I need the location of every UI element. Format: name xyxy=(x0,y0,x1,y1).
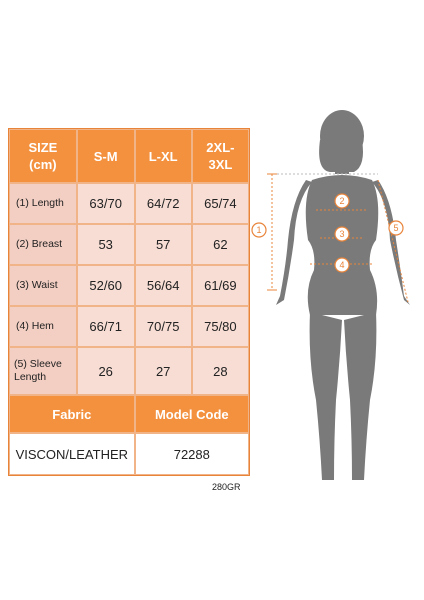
cell-value: 65/74 xyxy=(191,183,249,224)
svg-text:1: 1 xyxy=(256,225,261,235)
marker-3: 3 xyxy=(334,226,350,242)
cell-value: 70/75 xyxy=(134,306,192,347)
marker-4: 4 xyxy=(334,257,350,273)
fabric-header: Fabric xyxy=(9,395,135,433)
cell-value: 26 xyxy=(76,347,135,395)
size-chart-table: SIZE (cm) S-M L-XL 2XL- 3XL (1) Length 6… xyxy=(8,128,250,476)
marker-2: 2 xyxy=(334,193,350,209)
row-label: (5) Sleeve Length xyxy=(9,347,77,395)
cell-value: 53 xyxy=(76,224,135,265)
cell-value: 61/69 xyxy=(191,265,249,306)
header-l-xl: L-XL xyxy=(134,129,192,183)
cell-value: 57 xyxy=(134,224,192,265)
row-label: (4) Hem xyxy=(9,306,77,347)
info-header-row: Fabric Model Code xyxy=(9,395,249,433)
marker-1: 1 xyxy=(251,222,267,238)
row-length: (1) Length 63/70 64/72 65/74 xyxy=(9,183,249,224)
cell-value: 52/60 xyxy=(76,265,135,306)
cell-value: 27 xyxy=(134,347,192,395)
body-measurement-figure: 1 2 3 4 5 xyxy=(251,110,410,480)
cell-value: 62 xyxy=(191,224,249,265)
row-sleeve-length: (5) Sleeve Length 26 27 28 xyxy=(9,347,249,395)
cell-value: 56/64 xyxy=(134,265,192,306)
woman-silhouette xyxy=(276,110,410,480)
cell-value: 66/71 xyxy=(76,306,135,347)
svg-text:2: 2 xyxy=(339,196,344,206)
cell-value: 28 xyxy=(191,347,249,395)
marker-5: 5 xyxy=(388,220,404,236)
model-code-value: 72288 xyxy=(134,433,249,475)
svg-text:4: 4 xyxy=(339,260,344,270)
row-hem: (4) Hem 66/71 70/75 75/80 xyxy=(9,306,249,347)
svg-text:5: 5 xyxy=(393,223,398,233)
row-label: (3) Waist xyxy=(9,265,77,306)
fabric-value: VISCON/LEATHER xyxy=(9,433,135,475)
size-chart-header-row: SIZE (cm) S-M L-XL 2XL- 3XL xyxy=(9,129,249,183)
row-label: (2) Breast xyxy=(9,224,77,265)
cell-value: 64/72 xyxy=(134,183,192,224)
row-label: (1) Length xyxy=(9,183,77,224)
header-s-m: S-M xyxy=(76,129,135,183)
row-waist: (3) Waist 52/60 56/64 61/69 xyxy=(9,265,249,306)
row-breast: (2) Breast 53 57 62 xyxy=(9,224,249,265)
weight-label: 280GR xyxy=(212,482,241,492)
model-code-header: Model Code xyxy=(134,395,249,433)
svg-text:3: 3 xyxy=(339,229,344,239)
header-size: SIZE (cm) xyxy=(9,129,77,183)
cell-value: 75/80 xyxy=(191,306,249,347)
info-values-row: VISCON/LEATHER 72288 xyxy=(9,433,249,475)
cell-value: 63/70 xyxy=(76,183,135,224)
header-2xl-3xl: 2XL- 3XL xyxy=(191,129,249,183)
